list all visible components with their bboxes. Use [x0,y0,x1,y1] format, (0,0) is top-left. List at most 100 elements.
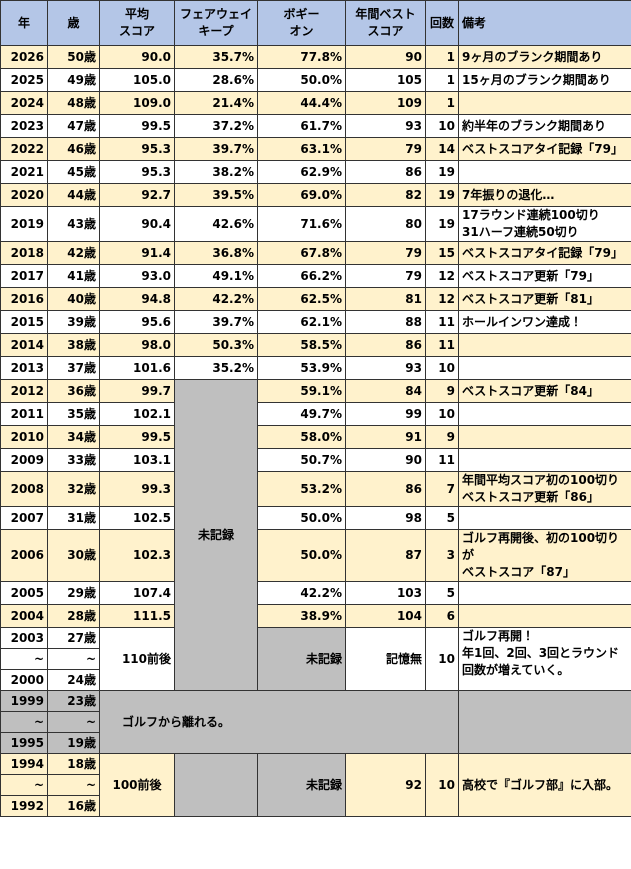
fairway: 42.6% [174,206,258,242]
golf-record-table: 年歳平均 スコア フェアウェイ キープ ボギー オン 年間ベスト スコア 回数 備考 2026 50… [0,0,631,817]
age: 27歳 [47,627,100,649]
line: スコア [367,24,404,38]
line: ボギー [283,7,320,21]
best: 90 [345,448,426,472]
year: 2022 [0,137,48,161]
age: 16歳 [47,795,100,817]
avg: 102.5 [99,506,175,530]
year: 1999 [0,690,48,712]
age: 46歳 [47,137,100,161]
note [458,448,631,472]
bogey-on: 42.2% [257,581,346,605]
row: 2018 42歳 91.4 36.8% 67.8% 79 15 ベストスコアタイ記録「79」 [0,241,631,265]
best: 90 [345,45,426,69]
row: 2006 30歳 102.3 50.0% 87 3 ゴルフ再開後、初の100切りが ベストスコ… [0,529,631,582]
row-1994: 1994 18歳 100前後 未記録 92 10 高校で『ゴルフ部』に入部。 [0,753,631,817]
avg: 99.7 [99,379,175,403]
header-cell: ボギー オン [257,0,346,46]
age: 34歳 [47,425,100,449]
best: 88 [345,310,426,334]
avg: 101.6 [99,356,175,380]
bogey-on: 63.1% [257,137,346,161]
note: ベストスコア更新「79」 [458,264,631,288]
rounds: 11 [425,310,459,334]
row: 2025 49歳 105.0 28.6% 50.0% 105 1 15ヶ月のブランク期間あり [0,68,631,92]
row: 2005 29歳 107.4 42.2% 103 5 [0,581,631,605]
year: 1994 [0,753,48,775]
rounds: 19 [425,160,459,184]
avg: 111.5 [99,604,175,628]
age: 42歳 [47,241,100,265]
rounds: 10 [425,753,459,817]
line: 平均 [124,7,149,21]
best: 81 [345,287,426,311]
age: 35歳 [47,402,100,426]
header-cell: 回数 [425,0,459,46]
note: 15ヶ月のブランク期間あり [458,68,631,92]
age: ~ [47,774,100,796]
avg: 103.1 [99,448,175,472]
line: スコア [118,24,155,38]
note-line: ゴルフ再開！ [462,629,535,643]
line: 年間平均スコア初の100切り [462,473,620,487]
year: 2005 [0,581,48,605]
rounds: 10 [425,402,459,426]
fairway: 42.2% [174,287,258,311]
rounds: 1 [425,91,459,115]
row: 2026 50歳 90.0 35.7% 77.8% 90 1 9ヶ月のブランク期間あり [0,45,631,69]
note: ベストスコアタイ記録「79」 [458,137,631,161]
age: ~ [47,648,100,670]
bogey-on: 66.2% [257,264,346,288]
avg: 95.3 [99,160,175,184]
row: 2004 28歳 111.5 38.9% 104 6 [0,604,631,628]
year: 2003 [0,627,48,649]
year: 2020 [0,183,48,207]
line: ゴルフ再開後、初の100切りが [462,531,620,562]
year: 2024 [0,91,48,115]
best: 79 [345,264,426,288]
fairway: 39.7% [174,137,258,161]
rounds: 5 [425,581,459,605]
year: ~ [0,711,48,733]
row-1999: 1999 23歳 ゴルフから離れる。 [0,690,631,754]
bogey-on: 50.0% [257,506,346,530]
rounds: 1 [425,45,459,69]
best: 99 [345,402,426,426]
bogey-on: 69.0% [257,183,346,207]
fairway: 38.2% [174,160,258,184]
rounds: 12 [425,287,459,311]
note [458,402,631,426]
line: 歳 [67,15,80,30]
row: 2008 32歳 99.3 53.2% 86 7 年間平均スコア初の100切り ベストスコア更… [0,471,631,507]
age: 47歳 [47,114,100,138]
best: 80 [345,206,426,242]
year: 2009 [0,448,48,472]
age: 31歳 [47,506,100,530]
line: キープ [198,24,234,38]
age: 41歳 [47,264,100,288]
fairway-empty [174,753,258,817]
year: 2014 [0,333,48,357]
bogey-on: 50.0% [257,529,346,582]
bogey-on: 62.1% [257,310,346,334]
header-cell: フェアウェイ キープ [174,0,258,46]
note-line: 年1回、2回、3回とラウンド回数が増えていく。 [462,646,620,677]
year: 2019 [0,206,48,242]
year: 2007 [0,506,48,530]
best: 92 [345,753,426,817]
year: 2011 [0,402,48,426]
age: 23歳 [47,690,100,712]
bogey-on: 44.4% [257,91,346,115]
row: 2010 34歳 99.5 58.0% 91 9 [0,425,631,449]
age: 49歳 [47,68,100,92]
rounds: 1 [425,68,459,92]
year: 2004 [0,604,48,628]
rounds: 11 [425,448,459,472]
best: 91 [345,425,426,449]
best: 104 [345,604,426,628]
best: 93 [345,356,426,380]
rounds: 7 [425,471,459,507]
header-cell: 平均 スコア [99,0,175,46]
